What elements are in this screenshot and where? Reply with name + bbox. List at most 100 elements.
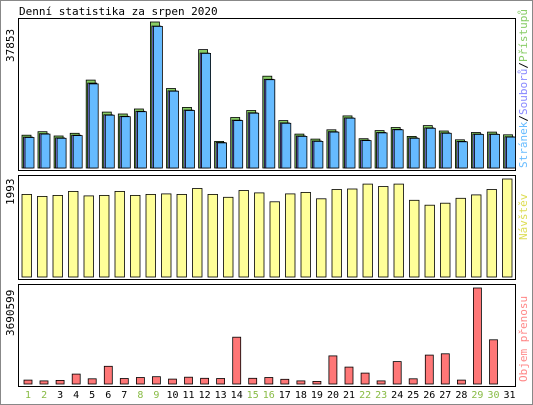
hits-bar-stránek-day-12 (201, 53, 212, 169)
traffic-bar-day-21 (344, 366, 354, 385)
day-label-25: 25 (407, 390, 419, 401)
traffic-bar-day-9 (151, 376, 161, 385)
hits-bar-stránek-day-29 (473, 133, 484, 169)
day-label-28: 28 (455, 390, 467, 401)
day-label-12: 12 (199, 390, 211, 401)
visits-bars (21, 178, 513, 278)
panel-visits-frame (18, 175, 516, 280)
traffic-bar-day-26 (424, 354, 434, 385)
traffic-bar-day-1 (23, 379, 33, 385)
hits-bar-stránek-day-14 (233, 120, 244, 169)
visits-bar-5 (99, 194, 110, 278)
visits-bar-6 (114, 190, 125, 278)
hits-bar-stránek-day-21 (345, 117, 356, 169)
hits-bar-stránek-day-28 (457, 141, 468, 169)
visits-bar-27 (440, 202, 451, 278)
visits-bar-19 (316, 198, 327, 278)
day-label-9: 9 (153, 390, 159, 401)
visits-bar-17 (285, 193, 296, 278)
day-labels: 1 2 3 4 5 6 7 8 9 10 11 12 13 14 15 16 17 18 19 20 21 22 23 24 2… (25, 390, 516, 401)
visits-max-label: 1993 (4, 179, 17, 206)
hits-bar-stránek-day-1 (24, 137, 35, 169)
day-label-3: 3 (57, 390, 63, 401)
hits-bar-stránek-day-6 (104, 114, 115, 169)
day-label-29: 29 (471, 390, 483, 401)
visits-bar-18 (300, 191, 311, 278)
hits-bar-stránek-day-15 (249, 112, 260, 169)
visits-bar-2 (52, 194, 63, 278)
day-label-2: 2 (41, 390, 47, 401)
visits-bar-22 (362, 183, 373, 278)
hits-bar-stránek-day-8 (136, 111, 147, 169)
traffic-bar-day-5 (87, 378, 97, 385)
legend-traffic: Objem přenosu (517, 296, 530, 382)
visits-bar-16 (269, 201, 280, 278)
traffic-bar-day-18 (296, 380, 306, 385)
hits-bar-stránek-day-9 (152, 25, 163, 169)
day-label-18: 18 (295, 390, 307, 401)
legend-visits: Návštěv (517, 193, 530, 240)
day-label-14: 14 (231, 390, 243, 401)
hits-bar-stránek-day-10 (169, 90, 179, 169)
traffic-bar-day-11 (184, 376, 193, 385)
traffic-bar-day-27 (440, 353, 450, 385)
day-label-11: 11 (182, 390, 194, 401)
visits-bar-21 (347, 188, 358, 278)
hits-bar-stránek-day-17 (281, 122, 292, 169)
traffic-bars (23, 287, 498, 385)
day-label-23: 23 (375, 390, 387, 401)
day-label-5: 5 (89, 390, 95, 401)
visits-bar-25 (409, 199, 420, 278)
visits-bar-30 (486, 189, 497, 278)
traffic-bar-day-2 (39, 380, 49, 385)
traffic-bar-day-10 (168, 378, 177, 385)
hits-bar-stránek-day-22 (361, 140, 372, 169)
visits-bar-14 (238, 190, 249, 278)
day-label-30: 30 (487, 390, 499, 401)
traffic-bar-day-17 (280, 378, 290, 385)
hits-bar-stránek-day-11 (185, 110, 195, 169)
visits-bar-28 (455, 197, 466, 278)
visits-bar-20 (331, 189, 342, 278)
hits-bar-stránek-day-16 (265, 79, 276, 169)
chart-title: Denní statistika za srpen 2020 (19, 5, 218, 18)
traffic-bar-day-28 (456, 379, 466, 385)
day-label-16: 16 (263, 390, 275, 401)
visits-bar-4 (83, 195, 94, 278)
day-label-26: 26 (423, 390, 435, 401)
visits-bar-11 (192, 188, 203, 278)
hits-bar-stránek-day-20 (329, 131, 340, 169)
day-label-6: 6 (105, 390, 111, 401)
visits-bar-23 (378, 186, 389, 278)
hits-bar-stránek-day-2 (40, 133, 51, 169)
hits-bar-stránek-day-3 (56, 137, 67, 169)
traffic-max-label: 3690599 (4, 290, 17, 336)
visits-bar-0 (21, 193, 32, 278)
day-label-22: 22 (359, 390, 371, 401)
traffic-bar-day-3 (55, 379, 65, 385)
traffic-bar-day-8 (135, 377, 145, 385)
visits-bar-7 (130, 194, 141, 278)
day-label-8: 8 (137, 390, 143, 401)
traffic-bar-day-19 (312, 380, 322, 385)
day-label-31: 31 (503, 390, 515, 401)
hits-bar-stránek-day-18 (297, 135, 308, 169)
visits-bar-8 (145, 193, 156, 278)
hits-bar-stránek-day-25 (409, 137, 420, 169)
traffic-bar-day-15 (248, 377, 258, 385)
traffic-bar-day-29 (472, 287, 482, 385)
day-label-20: 20 (327, 390, 339, 401)
traffic-bar-day-16 (264, 377, 274, 385)
traffic-bar-day-13 (216, 378, 226, 385)
hits-bar-stránek-day-24 (393, 129, 404, 169)
visits-bar-1 (37, 195, 48, 278)
day-label-7: 7 (121, 390, 127, 401)
traffic-bar-day-12 (200, 377, 210, 385)
visits-bar-15 (254, 192, 265, 278)
visits-bar-3 (68, 190, 79, 278)
day-label-21: 21 (343, 390, 355, 401)
hits-bar-stránek-day-4 (72, 135, 83, 169)
panel-traffic-frame (18, 284, 516, 387)
